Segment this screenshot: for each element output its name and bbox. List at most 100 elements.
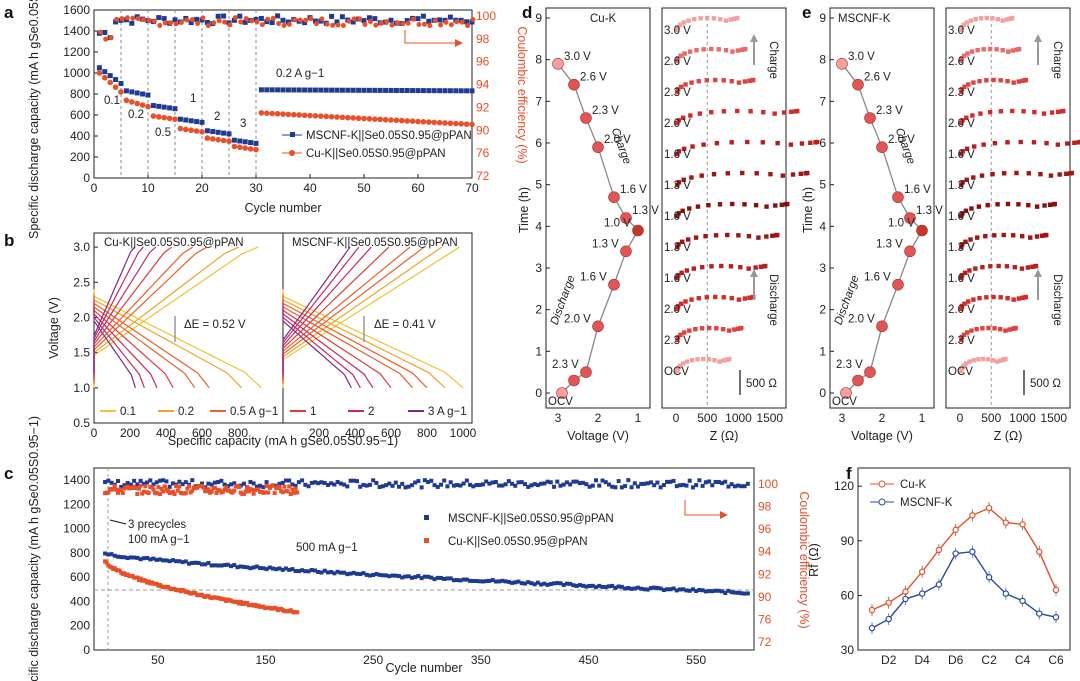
a-ce-cu bbox=[470, 17, 476, 23]
e-content-eis-point bbox=[1025, 265, 1031, 270]
c-point-mscnf bbox=[380, 573, 385, 578]
c-ce-mscnf bbox=[581, 480, 586, 485]
a-ce-cu bbox=[297, 17, 303, 23]
e-content-eis-point bbox=[990, 171, 995, 177]
a-point-cu bbox=[372, 116, 378, 122]
c-ce-mscnf bbox=[264, 480, 269, 485]
c-ce-mscnf bbox=[374, 480, 379, 485]
e-content-eis-point bbox=[960, 242, 965, 247]
b-charge-curve bbox=[93, 246, 259, 388]
f-point-0 bbox=[1036, 548, 1043, 555]
c-point-mscnf bbox=[216, 563, 221, 568]
e-content-eis-point bbox=[1020, 78, 1025, 83]
e-content-eis-point bbox=[960, 180, 965, 185]
d-content-vlabel-10: 2.3 V bbox=[552, 359, 579, 371]
panel-c-y2label: Coulombic efficiency (%) bbox=[797, 491, 811, 628]
a-ce-mscnf bbox=[415, 16, 421, 22]
b-charge-curve bbox=[282, 246, 390, 380]
c-ce-mscnf bbox=[687, 478, 692, 483]
panel-e-xlabel: Voltage (V) bbox=[851, 429, 913, 443]
c-ce-mscnf bbox=[280, 480, 285, 485]
a-ce-mscnf bbox=[231, 17, 237, 23]
c-ce-mscnf bbox=[464, 478, 469, 483]
c-point-mscnf bbox=[225, 562, 230, 567]
a-ce-mscnf bbox=[129, 20, 135, 26]
d-content-eis-point bbox=[764, 204, 769, 209]
c-ce-mscnf bbox=[548, 480, 553, 485]
a-ce-mscnf bbox=[280, 17, 286, 23]
c-point-mscnf bbox=[655, 585, 660, 590]
e-content-eis-point bbox=[969, 328, 974, 333]
c-ce-mscnf bbox=[141, 481, 146, 486]
c-ce-cu bbox=[277, 485, 282, 490]
c-ce-mscnf bbox=[597, 483, 602, 488]
a-ytick-600: 600 bbox=[70, 108, 90, 122]
d-content-eis-label-8: 1.6 V bbox=[664, 273, 691, 285]
d-content-charge-arrowhead bbox=[750, 34, 758, 42]
d-content-ytick-2: 2 bbox=[535, 303, 542, 317]
c-ce-mscnf bbox=[261, 485, 266, 490]
d-content-xtick-2: 2 bbox=[595, 411, 602, 425]
c-ce-cu bbox=[250, 487, 255, 492]
a-point-cu bbox=[258, 110, 265, 116]
c-ce-mscnf bbox=[351, 478, 356, 483]
c-point-mscnf bbox=[283, 566, 288, 571]
d-content-eis-point bbox=[699, 173, 704, 178]
b-discharge-curve bbox=[282, 303, 374, 389]
a-ce-cu bbox=[157, 22, 163, 28]
c-point-mscnf bbox=[581, 583, 586, 588]
a-ce-cu bbox=[270, 15, 276, 21]
d-content-eis-point bbox=[727, 356, 732, 362]
c-ce-mscnf bbox=[419, 485, 424, 490]
e-content-ytick-5: 5 bbox=[819, 178, 826, 192]
d-content-ytick-4: 4 bbox=[535, 219, 542, 233]
b-charge-curve bbox=[282, 246, 372, 378]
f-ytick-120: 120 bbox=[834, 479, 854, 493]
legend-f-cu: Cu-K bbox=[900, 479, 927, 491]
c-point-mscnf bbox=[739, 591, 744, 596]
c-ce-mscnf bbox=[684, 483, 689, 488]
b-xtick-1-200: 200 bbox=[309, 426, 329, 440]
a-point-mscnf bbox=[388, 87, 394, 93]
a-ce-cu bbox=[195, 20, 201, 26]
d-content-eis-label-3: 2.0 V bbox=[664, 118, 691, 130]
a-ce-mscnf bbox=[242, 19, 248, 25]
d-content-eis-point bbox=[729, 78, 734, 84]
c-point-mscnf bbox=[561, 582, 566, 587]
cycling-rate-label: 500 mA g−1 bbox=[296, 542, 358, 554]
e-content-eis-point bbox=[1072, 140, 1077, 145]
e-content-eis-point bbox=[977, 295, 982, 301]
d-content-eis-point bbox=[689, 357, 695, 363]
c-ce-cu bbox=[185, 486, 190, 491]
c-point-mscnf bbox=[568, 581, 573, 586]
c-point-mscnf bbox=[671, 586, 676, 591]
a-point-mscnf bbox=[329, 87, 335, 93]
c-ce-cu bbox=[141, 489, 146, 494]
e-content-eis-point bbox=[986, 325, 991, 331]
b-legend-label-4: 2 bbox=[368, 406, 374, 418]
a-point-mscnf bbox=[345, 87, 351, 93]
c-point-mscnf bbox=[694, 589, 699, 594]
e-content-eis-point bbox=[1078, 139, 1080, 145]
c-point-mscnf bbox=[112, 553, 117, 558]
c-ce-cu bbox=[256, 487, 261, 492]
c-ce-mscnf bbox=[545, 479, 550, 484]
c-ce-mscnf bbox=[690, 485, 695, 490]
e-content-eis-point bbox=[1065, 141, 1070, 146]
e-content-eis-point bbox=[1005, 295, 1010, 301]
a-point-cu bbox=[177, 125, 184, 132]
panel-b-ticks: 0.5 1.0 1.5 2.0 2.5 3.0 0 200 400 600 800 200 400 600… bbox=[73, 240, 476, 440]
d-content-eis-point bbox=[680, 208, 685, 213]
c-ce-mscnf bbox=[338, 481, 343, 486]
d-content-eis-point bbox=[697, 111, 703, 116]
d-content-vlabel-1: 2.6 V bbox=[580, 72, 607, 84]
f-xtick-C2: C2 bbox=[981, 653, 997, 667]
f-point-0 bbox=[1002, 519, 1010, 526]
e-content-eis-label-7: 1.3 V bbox=[948, 242, 975, 254]
d-content-eis-point bbox=[691, 266, 697, 271]
a-ce-cu bbox=[340, 22, 346, 28]
c-point-mscnf bbox=[732, 590, 737, 595]
c-ce-mscnf bbox=[190, 478, 195, 483]
a-ce-mscnf bbox=[366, 15, 372, 21]
c-ce-mscnf bbox=[594, 478, 599, 483]
